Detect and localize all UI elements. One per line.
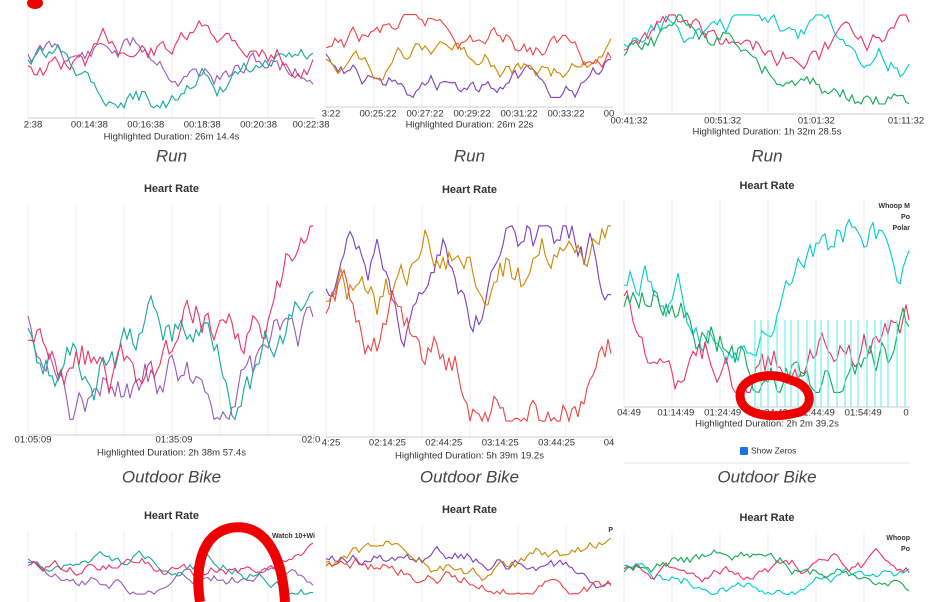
x-tick-label: 01:44:49	[798, 408, 835, 419]
red-circle	[735, 371, 814, 421]
hr-line	[27, 290, 314, 421]
hr-line	[325, 224, 612, 349]
legend-entry: Po	[901, 546, 910, 553]
activity-label: Run	[454, 146, 485, 165]
red-mark	[27, 0, 43, 9]
x-tick-label: 00:27:22	[407, 109, 444, 120]
x-tick-label: 00:18:38	[184, 120, 221, 131]
highlighted-duration: Highlighted Duration: 1h 32m 28.5s	[693, 127, 842, 138]
x-tick-label: 00:33:22	[548, 109, 585, 120]
legend-entry: Whoop	[886, 535, 910, 542]
highlighted-duration: Highlighted Duration: 2h 38m 57.4s	[97, 448, 246, 459]
legend-entry: Whoop M	[879, 203, 911, 210]
chart-title: Heart Rate	[442, 504, 497, 516]
x-tick-label: 02:44:25	[425, 438, 462, 449]
highlighted-duration: Highlighted Duration: 2h 2m 39.2s	[695, 419, 839, 430]
activity-label: Outdoor Bike	[122, 467, 221, 486]
chart-title: Heart Rate	[739, 512, 794, 524]
red-circle	[193, 522, 290, 602]
hr-line	[623, 547, 910, 583]
checkbox-label: Show Zeros	[751, 445, 796, 455]
x-tick-label: 03:44:25	[538, 438, 575, 449]
hr-line	[325, 537, 612, 582]
checkbox	[740, 447, 748, 455]
x-tick-label: 02:14:25	[369, 438, 406, 449]
hr-line	[27, 550, 314, 595]
x-tick-label: 03:14:25	[482, 438, 519, 449]
hr-line	[27, 558, 314, 595]
hr-line	[27, 43, 314, 110]
x-tick-label: 00:41:32	[611, 116, 648, 127]
hr-line	[27, 306, 314, 421]
charts: 2:38 00:14:38 00:16:38 00:18:38 00:20:38 00:2…	[15, 0, 924, 602]
x-tick-label: 00:31:22	[501, 109, 538, 120]
legend-entry: Watch 10+Wi	[272, 533, 315, 540]
hr-line	[623, 289, 910, 394]
chart-title: Heart Rate	[442, 184, 497, 196]
hr-line	[27, 36, 314, 88]
hr-line	[325, 545, 612, 589]
hr-line	[623, 562, 910, 596]
highlighted-duration: Highlighted Duration: 26m 22s	[406, 120, 534, 131]
x-tick-label: 04:49	[617, 408, 641, 419]
x-tick-label: 00:25:22	[360, 109, 397, 120]
x-tick-label: 01:01:32	[798, 116, 835, 127]
x-tick-label: 01:24:49	[704, 408, 741, 419]
x-tick-label: 01:14:49	[657, 408, 694, 419]
activity-label: Run	[751, 146, 782, 165]
hr-line	[325, 38, 612, 81]
legend-entry: Po	[901, 214, 910, 221]
x-tick-label: 01:05:09	[15, 435, 52, 446]
x-tick-label: 00:22:38	[293, 120, 330, 131]
x-tick-label: 00	[604, 109, 615, 120]
hr-line	[623, 218, 910, 365]
x-tick-label: 01:35:09	[156, 435, 193, 446]
hr-line	[325, 557, 612, 595]
highlighted-duration: Highlighted Duration: 5h 39m 19.2s	[395, 451, 544, 462]
x-tick-label: 00:29:22	[454, 109, 491, 120]
hr-line	[325, 268, 612, 424]
hr-line	[623, 289, 910, 393]
legend-entry: Polar	[892, 225, 910, 232]
activity-label: Outdoor Bike	[420, 467, 519, 486]
hr-line	[325, 225, 612, 315]
chart-title: Heart Rate	[144, 510, 199, 522]
x-tick-label: 02:0	[302, 435, 321, 446]
hr-line	[623, 14, 910, 106]
activity-label: Outdoor Bike	[717, 467, 816, 486]
x-tick-label: 04	[604, 438, 615, 449]
hr-line	[27, 225, 314, 394]
hr-line	[325, 14, 612, 69]
x-tick-label: 4:25	[322, 438, 341, 449]
hr-line	[623, 549, 910, 592]
hr-line	[623, 14, 910, 70]
highlighted-duration: Highlighted Duration: 26m 14.4s	[104, 132, 240, 143]
activity-label: Run	[156, 146, 187, 165]
hr-line	[623, 13, 910, 78]
x-tick-label: 00:16:38	[127, 120, 164, 131]
legend-entry: P	[608, 527, 613, 534]
x-tick-label: 00:20:38	[240, 120, 277, 131]
x-tick-label: 2:38	[24, 120, 43, 131]
x-tick-label: 01:54:49	[845, 408, 882, 419]
chart-title: Heart Rate	[739, 180, 794, 192]
chart-title: Heart Rate	[144, 183, 199, 195]
x-tick-label: 01:11:32	[888, 116, 924, 127]
x-tick-label: 00:14:38	[71, 120, 108, 131]
x-tick-label: 3:22	[322, 109, 341, 120]
hr-line	[27, 19, 314, 80]
x-tick-label: 0	[903, 408, 908, 419]
x-tick-label: 00:51:32	[704, 116, 741, 127]
hr-line	[27, 542, 314, 579]
